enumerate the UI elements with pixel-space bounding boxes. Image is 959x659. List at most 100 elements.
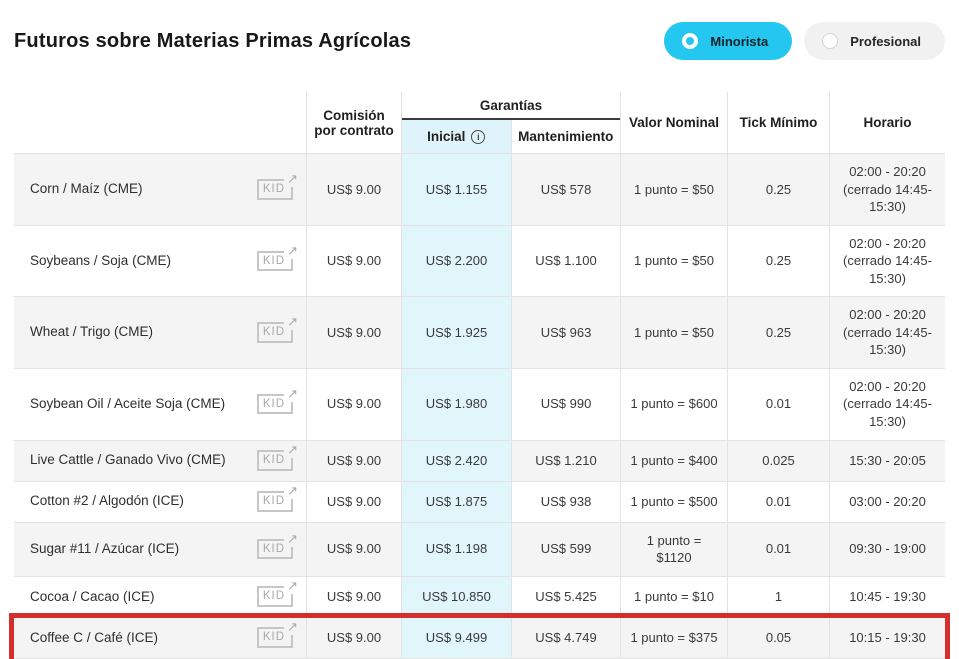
tick-min-cell: 1 bbox=[728, 576, 830, 617]
toggle-profesional[interactable]: Profesional bbox=[804, 22, 945, 60]
initial-margin-cell: US$ 1.980 bbox=[402, 368, 512, 440]
nominal-value-cell: 1 punto = $10 bbox=[621, 576, 728, 617]
tick-min-cell: 0.01 bbox=[728, 481, 830, 522]
nominal-value-cell: 1 punto = $50 bbox=[621, 154, 728, 225]
tick-min-cell: 0.25 bbox=[728, 154, 830, 225]
top-bar: Futuros sobre Materias Primas Agrícolas … bbox=[14, 18, 945, 60]
nominal-value-cell: 1 punto = $50 bbox=[621, 297, 728, 368]
maintenance-margin-cell: US$ 1.210 bbox=[512, 440, 621, 481]
header-guarantees: Garantías bbox=[402, 92, 620, 120]
header-nominal: Valor Nominal bbox=[621, 92, 728, 153]
external-link-icon: ↗ bbox=[284, 531, 299, 547]
product-cell: Sugar #11 / Azúcar (ICE) KID ↗ bbox=[14, 522, 307, 576]
external-link-icon: ↗ bbox=[284, 172, 299, 188]
kid-label: KID bbox=[262, 183, 285, 196]
product-cell: Soybean Oil / Aceite Soja (CME) KID ↗ bbox=[14, 368, 307, 440]
commission-cell: US$ 9.00 bbox=[307, 522, 402, 576]
tick-min-cell: 0.25 bbox=[728, 297, 830, 368]
toggle-minorista[interactable]: Minorista bbox=[664, 22, 793, 60]
table-row: Cocoa / Cacao (ICE) KID ↗ US$ 9.00 US$ 1… bbox=[14, 576, 945, 618]
table-row: Soybean Oil / Aceite Soja (CME) KID ↗ US… bbox=[14, 368, 945, 441]
nominal-value-cell: 1 punto = $50 bbox=[621, 225, 728, 297]
product-cell: Live Cattle / Ganado Vivo (CME) KID ↗ bbox=[14, 440, 307, 481]
schedule-cell: 02:00 - 20:20 (cerrado 14:45-15:30) bbox=[830, 225, 945, 297]
product-cell: Cocoa / Cacao (ICE) KID ↗ bbox=[14, 576, 307, 617]
schedule-cell: 03:00 - 20:20 bbox=[830, 481, 945, 522]
commission-cell: US$ 9.00 bbox=[307, 368, 402, 440]
initial-margin-cell: US$ 2.420 bbox=[402, 440, 512, 481]
schedule-cell: 02:00 - 20:20 (cerrado 14:45-15:30) bbox=[830, 154, 945, 225]
product-name: Live Cattle / Ganado Vivo (CME) bbox=[30, 452, 226, 468]
maintenance-margin-cell: US$ 1.100 bbox=[512, 225, 621, 297]
page-title: Futuros sobre Materias Primas Agrícolas bbox=[14, 29, 412, 52]
maintenance-margin-cell: US$ 4.749 bbox=[512, 617, 621, 658]
tick-min-cell: 0.05 bbox=[728, 617, 830, 658]
product-name: Cocoa / Cacao (ICE) bbox=[30, 588, 155, 604]
maintenance-margin-cell: US$ 963 bbox=[512, 297, 621, 368]
initial-margin-cell: US$ 1.198 bbox=[402, 522, 512, 576]
external-link-icon: ↗ bbox=[284, 243, 299, 259]
maintenance-margin-cell: US$ 990 bbox=[512, 368, 621, 440]
header-initial: Inicial i bbox=[402, 120, 512, 153]
toggle-profesional-label: Profesional bbox=[850, 33, 921, 49]
product-name: Cotton #2 / Algodón (ICE) bbox=[30, 493, 184, 509]
schedule-cell: 10:45 - 19:30 bbox=[830, 576, 945, 617]
kid-link[interactable]: KID ↗ bbox=[256, 443, 299, 471]
kid-label: KID bbox=[262, 398, 285, 411]
kid-link[interactable]: KID ↗ bbox=[256, 579, 299, 607]
external-link-icon: ↗ bbox=[284, 315, 299, 331]
schedule-cell: 02:00 - 20:20 (cerrado 14:45-15:30) bbox=[830, 368, 945, 440]
kid-label: KID bbox=[262, 454, 285, 467]
table-row: Corn / Maíz (CME) KID ↗ US$ 9.00 US$ 1.1… bbox=[14, 154, 945, 226]
tick-min-cell: 0.25 bbox=[728, 225, 830, 297]
kid-label: KID bbox=[262, 631, 285, 644]
product-name: Soybeans / Soja (CME) bbox=[30, 252, 172, 268]
commission-cell: US$ 9.00 bbox=[307, 617, 402, 658]
table-body: Corn / Maíz (CME) KID ↗ US$ 9.00 US$ 1.1… bbox=[9, 154, 950, 659]
schedule-cell: 09:30 - 19:00 bbox=[830, 522, 945, 576]
kid-link[interactable]: KID ↗ bbox=[256, 620, 299, 648]
header-guarantees-group: Garantías Inicial i Mantenimiento bbox=[402, 92, 621, 153]
nominal-value-cell: 1 punto = $400 bbox=[621, 440, 728, 481]
table-row: Sugar #11 / Azúcar (ICE) KID ↗ US$ 9.00 … bbox=[14, 522, 945, 577]
tick-min-cell: 0.025 bbox=[728, 440, 830, 481]
maintenance-margin-cell: US$ 578 bbox=[512, 154, 621, 225]
header-product-blank bbox=[14, 92, 307, 153]
header-commission: Comisión por contrato bbox=[307, 92, 402, 153]
commission-cell: US$ 9.00 bbox=[307, 440, 402, 481]
info-icon[interactable]: i bbox=[471, 129, 486, 144]
initial-margin-cell: US$ 10.850 bbox=[402, 576, 512, 617]
header-schedule: Horario bbox=[863, 115, 912, 130]
maintenance-margin-cell: US$ 5.425 bbox=[512, 576, 621, 617]
maintenance-margin-cell: US$ 599 bbox=[512, 522, 621, 576]
external-link-icon: ↗ bbox=[284, 443, 299, 459]
product-name: Coffee C / Café (ICE) bbox=[30, 629, 159, 645]
initial-margin-cell: US$ 2.200 bbox=[402, 225, 512, 297]
client-type-toggle: Minorista Profesional bbox=[664, 22, 945, 60]
table-row: Coffee C / Café (ICE) KID ↗ US$ 9.00 US$… bbox=[9, 612, 950, 659]
commission-cell: US$ 9.00 bbox=[307, 225, 402, 297]
kid-link[interactable]: KID ↗ bbox=[256, 484, 299, 512]
futures-table: Comisión por contrato Garantías Inicial … bbox=[9, 92, 950, 659]
radio-selected-icon bbox=[682, 33, 699, 49]
product-cell: Corn / Maíz (CME) KID ↗ bbox=[14, 154, 307, 225]
commission-cell: US$ 9.00 bbox=[307, 576, 402, 617]
kid-link[interactable]: KID ↗ bbox=[256, 243, 299, 272]
kid-link[interactable]: KID ↗ bbox=[256, 172, 299, 200]
kid-label: KID bbox=[262, 590, 285, 603]
kid-link[interactable]: KID ↗ bbox=[256, 387, 299, 415]
kid-link[interactable]: KID ↗ bbox=[256, 315, 299, 343]
product-name: Corn / Maíz (CME) bbox=[30, 181, 143, 197]
schedule-cell: 10:15 - 19:30 bbox=[830, 617, 945, 658]
radio-unselected-icon bbox=[822, 33, 839, 49]
product-cell: Cotton #2 / Algodón (ICE) KID ↗ bbox=[14, 481, 307, 522]
nominal-value-cell: 1 punto = $500 bbox=[621, 481, 728, 522]
commission-cell: US$ 9.00 bbox=[307, 297, 402, 368]
product-cell: Wheat / Trigo (CME) KID ↗ bbox=[14, 297, 307, 368]
kid-link[interactable]: KID ↗ bbox=[256, 531, 299, 560]
toggle-minorista-label: Minorista bbox=[710, 33, 769, 49]
schedule-cell: 15:30 - 20:05 bbox=[830, 440, 945, 481]
table-header: Comisión por contrato Garantías Inicial … bbox=[14, 92, 945, 154]
nominal-value-cell: 1 punto = $375 bbox=[621, 617, 728, 658]
